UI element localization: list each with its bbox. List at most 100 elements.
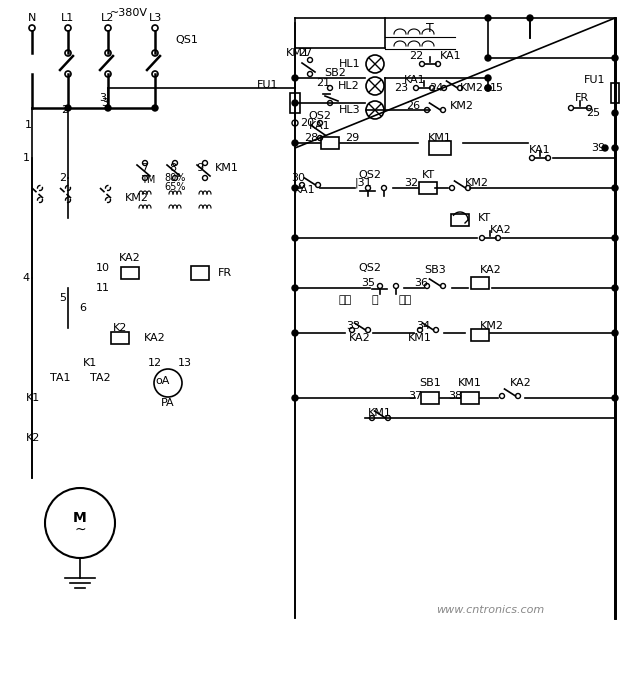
Text: 手动: 手动 bbox=[339, 295, 351, 305]
Text: FR: FR bbox=[218, 268, 232, 278]
Text: 20: 20 bbox=[300, 118, 314, 128]
Text: 23: 23 bbox=[394, 83, 408, 93]
Text: L2: L2 bbox=[101, 13, 115, 23]
Text: SB1: SB1 bbox=[419, 378, 441, 388]
Text: 34: 34 bbox=[416, 321, 430, 331]
Text: SB2: SB2 bbox=[324, 68, 346, 78]
Text: TA1: TA1 bbox=[50, 373, 70, 383]
Circle shape bbox=[152, 105, 158, 111]
Bar bbox=[111, 332, 129, 344]
Text: TM: TM bbox=[141, 175, 155, 185]
Bar bbox=[471, 277, 489, 289]
Text: KM1: KM1 bbox=[368, 408, 392, 418]
Text: 自动: 自动 bbox=[398, 295, 412, 305]
Text: 13: 13 bbox=[178, 358, 192, 368]
Text: HL1: HL1 bbox=[339, 59, 360, 69]
Bar bbox=[290, 93, 300, 113]
Circle shape bbox=[105, 105, 111, 111]
Text: 1: 1 bbox=[23, 153, 30, 163]
Circle shape bbox=[527, 15, 533, 21]
Text: 26: 26 bbox=[406, 101, 420, 111]
Text: KM2: KM2 bbox=[480, 321, 504, 331]
Text: HL2: HL2 bbox=[339, 81, 360, 91]
Text: QS2: QS2 bbox=[358, 170, 381, 180]
Text: TA2: TA2 bbox=[90, 373, 110, 383]
Circle shape bbox=[292, 140, 298, 146]
Text: 36: 36 bbox=[414, 278, 428, 288]
Text: 22: 22 bbox=[409, 51, 423, 61]
Text: KA1: KA1 bbox=[440, 51, 461, 61]
Circle shape bbox=[612, 185, 618, 191]
Text: 38: 38 bbox=[448, 391, 462, 401]
Text: KM2: KM2 bbox=[465, 178, 489, 188]
Circle shape bbox=[292, 185, 298, 191]
Text: KA1: KA1 bbox=[294, 185, 316, 195]
Text: KT: KT bbox=[478, 213, 491, 223]
Text: 21: 21 bbox=[316, 78, 330, 88]
Circle shape bbox=[292, 75, 298, 81]
Text: HL3: HL3 bbox=[339, 105, 360, 115]
Bar bbox=[121, 267, 139, 279]
Text: QS1: QS1 bbox=[175, 35, 198, 45]
Circle shape bbox=[612, 395, 618, 401]
Text: 80%: 80% bbox=[164, 173, 186, 183]
Circle shape bbox=[612, 110, 618, 116]
Text: www.cntronics.com: www.cntronics.com bbox=[436, 605, 544, 615]
Bar bbox=[451, 214, 469, 226]
Text: QS2: QS2 bbox=[358, 263, 381, 273]
Text: 15: 15 bbox=[490, 83, 504, 93]
Text: KA2: KA2 bbox=[480, 265, 502, 275]
Text: KM1: KM1 bbox=[458, 378, 482, 388]
Circle shape bbox=[485, 85, 491, 91]
Text: PA: PA bbox=[161, 398, 175, 408]
Circle shape bbox=[292, 100, 298, 106]
Text: KA2: KA2 bbox=[119, 253, 141, 263]
Text: 3: 3 bbox=[99, 93, 106, 103]
Bar bbox=[421, 392, 439, 404]
Circle shape bbox=[602, 145, 608, 151]
Text: 10: 10 bbox=[96, 263, 110, 273]
Text: 12: 12 bbox=[148, 358, 162, 368]
Text: KA1: KA1 bbox=[309, 121, 331, 131]
Circle shape bbox=[292, 330, 298, 336]
Text: 8: 8 bbox=[170, 163, 177, 173]
Bar bbox=[191, 266, 209, 280]
Text: 25: 25 bbox=[586, 108, 600, 118]
Text: KA1: KA1 bbox=[404, 75, 426, 85]
Text: 7: 7 bbox=[141, 163, 148, 173]
Text: FU1: FU1 bbox=[257, 80, 278, 90]
Text: 28: 28 bbox=[304, 133, 318, 143]
Text: KA2: KA2 bbox=[490, 225, 512, 235]
Circle shape bbox=[485, 15, 491, 21]
Text: KT: KT bbox=[421, 170, 435, 180]
Text: N: N bbox=[28, 13, 36, 23]
Bar bbox=[419, 182, 437, 194]
Text: K2: K2 bbox=[26, 433, 40, 443]
Text: 9: 9 bbox=[196, 163, 204, 173]
Circle shape bbox=[612, 330, 618, 336]
Text: KM2: KM2 bbox=[460, 83, 484, 93]
Text: 5: 5 bbox=[59, 293, 66, 303]
Text: QS2: QS2 bbox=[308, 111, 332, 121]
Text: FR: FR bbox=[575, 93, 589, 103]
Circle shape bbox=[485, 85, 491, 91]
Bar bbox=[429, 141, 451, 155]
Text: KA2: KA2 bbox=[510, 378, 532, 388]
Bar bbox=[471, 329, 489, 341]
Text: 3: 3 bbox=[101, 98, 108, 108]
Text: KA2: KA2 bbox=[144, 333, 166, 343]
Text: 24: 24 bbox=[429, 83, 443, 93]
Bar bbox=[461, 392, 479, 404]
Circle shape bbox=[612, 235, 618, 241]
Text: 1: 1 bbox=[25, 120, 32, 130]
Text: K1: K1 bbox=[26, 393, 40, 403]
Circle shape bbox=[292, 235, 298, 241]
Text: oA: oA bbox=[156, 376, 170, 386]
Circle shape bbox=[292, 395, 298, 401]
Circle shape bbox=[612, 285, 618, 291]
Circle shape bbox=[485, 75, 491, 81]
Text: M: M bbox=[73, 511, 87, 525]
Bar bbox=[611, 83, 619, 103]
Circle shape bbox=[612, 145, 618, 151]
Text: FU1: FU1 bbox=[584, 75, 605, 85]
